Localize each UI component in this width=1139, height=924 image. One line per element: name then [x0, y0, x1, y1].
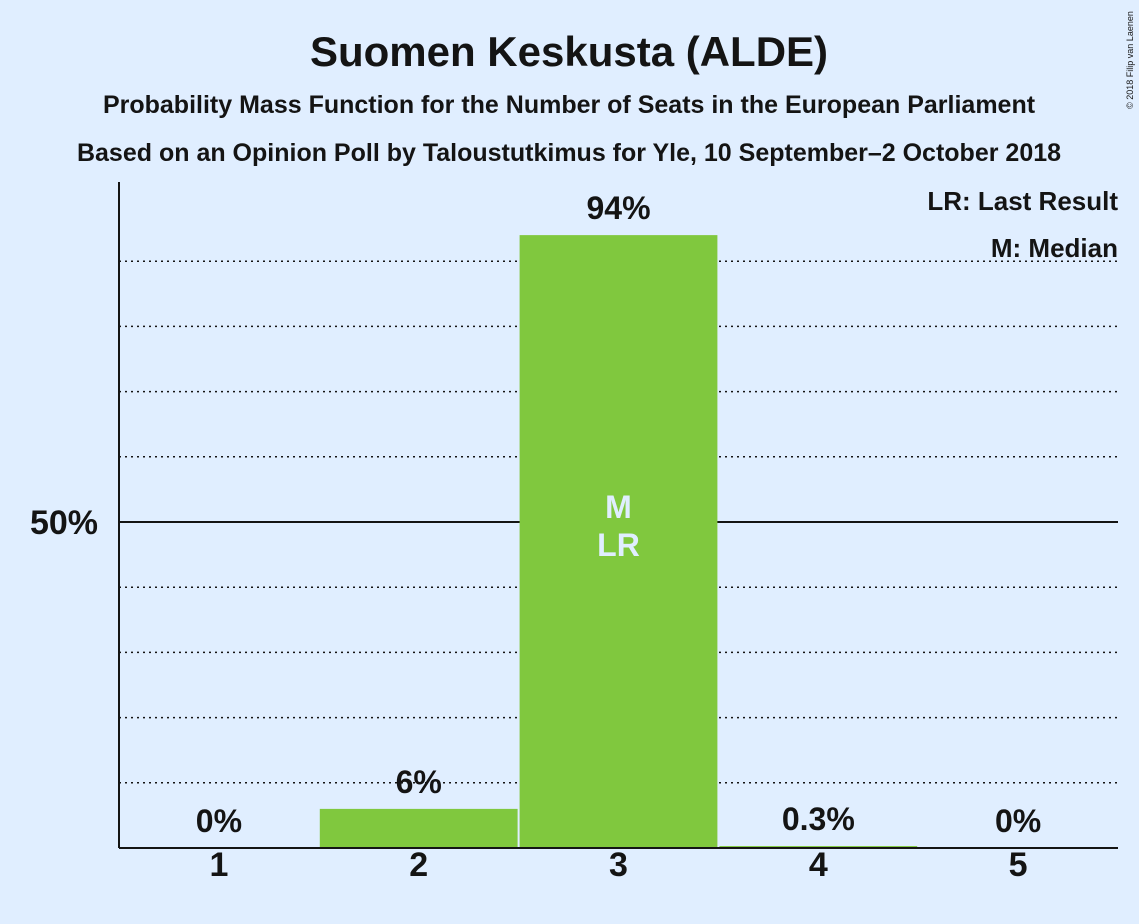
bar: [519, 235, 718, 848]
copyright-notice: © 2018 Filip van Laenen: [1125, 11, 1135, 109]
bar-value-label: 0%: [995, 803, 1041, 839]
x-tick-label: 4: [809, 846, 828, 884]
bar-value-label: 94%: [586, 190, 650, 226]
bar-value-label: 0%: [196, 803, 242, 839]
bar-marker: LR: [597, 527, 640, 563]
bars: [319, 235, 918, 848]
x-tick-label: 3: [609, 846, 628, 884]
labels: 0% 1 6% 2 94% 3 MLR 0.3% 4 0% 5: [118, 182, 1118, 884]
bar-marker: M: [605, 489, 632, 525]
chart-title: Suomen Keskusta (ALDE): [310, 28, 828, 75]
bar-value-label: 0.3%: [782, 801, 855, 837]
bar: [319, 808, 518, 848]
chart-subtitle: Probability Mass Function for the Number…: [103, 91, 1036, 119]
legend-median: M: Median: [991, 233, 1118, 263]
bar-value-label: 6%: [396, 764, 442, 800]
x-tick-label: 5: [1009, 846, 1028, 884]
legend-last-result: LR: Last Result: [927, 186, 1118, 216]
chart-source: Based on an Opinion Poll by Taloustutkim…: [77, 139, 1061, 167]
x-tick-label: 2: [409, 846, 428, 884]
y-tick-label: 50%: [30, 504, 98, 542]
x-tick-label: 1: [209, 846, 228, 884]
